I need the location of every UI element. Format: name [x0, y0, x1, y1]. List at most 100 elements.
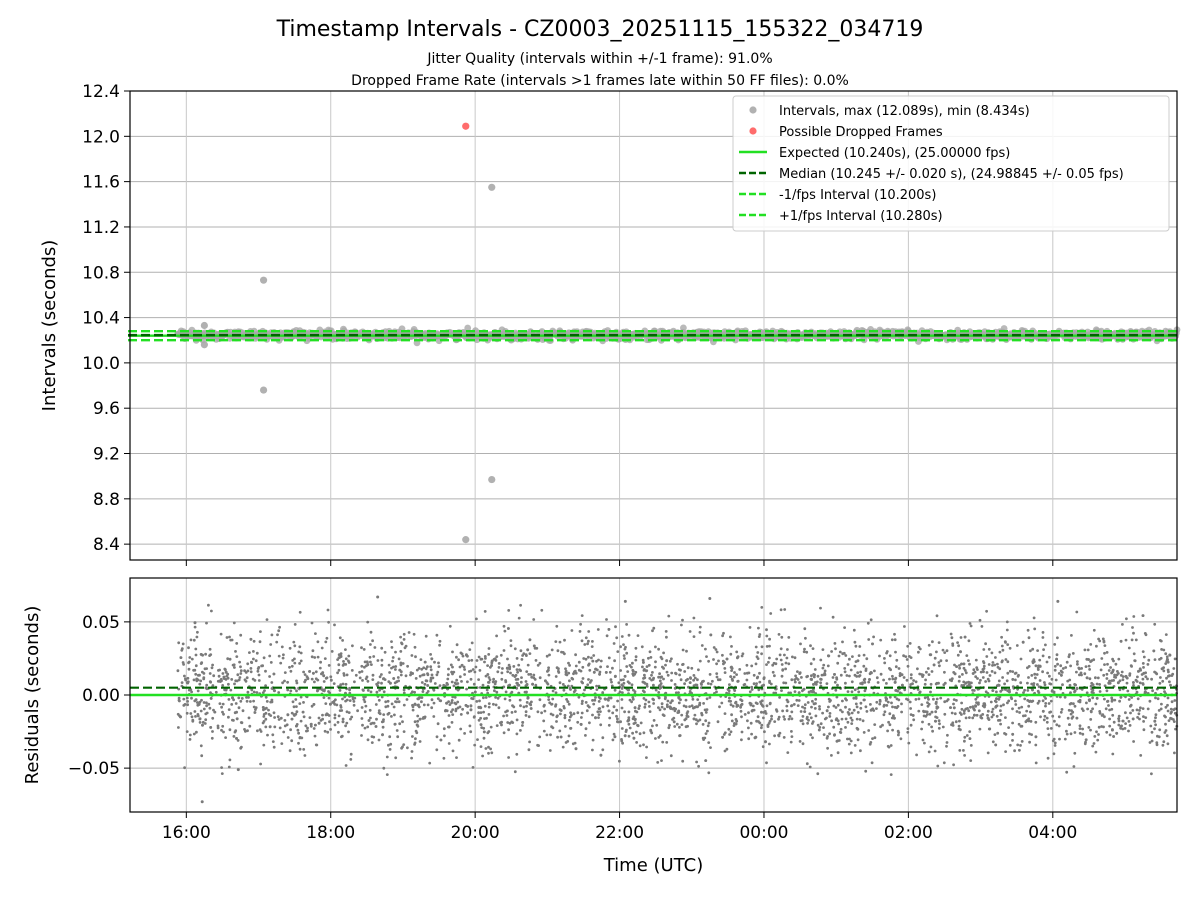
residual-point — [698, 631, 702, 634]
residual-point — [1056, 662, 1059, 666]
residual-point — [348, 691, 352, 695]
outlier-point — [200, 321, 208, 330]
residual-point — [1088, 677, 1092, 681]
residual-point — [865, 657, 869, 661]
residual-point — [305, 729, 308, 733]
residual-point — [1032, 658, 1036, 662]
residual-point — [447, 742, 451, 745]
residual-point — [942, 761, 946, 765]
residual-point — [849, 739, 853, 743]
residual-point — [958, 719, 961, 723]
residual-point — [1168, 653, 1172, 657]
residual-point — [793, 656, 797, 660]
residual-point — [927, 722, 931, 726]
residual-point — [695, 683, 699, 687]
residual-point — [580, 680, 584, 684]
residual-point — [1002, 703, 1005, 707]
residual-point — [850, 711, 854, 715]
residual-point — [770, 717, 773, 721]
residual-point — [221, 672, 225, 675]
residual-point — [394, 756, 398, 760]
residual-point — [1153, 670, 1156, 674]
residual-point — [656, 761, 660, 764]
residual-point — [297, 741, 300, 745]
residual-point — [875, 676, 879, 680]
residual-point — [1111, 713, 1115, 717]
residual-point — [856, 738, 860, 742]
residual-point — [1048, 711, 1051, 714]
residual-point — [615, 636, 619, 640]
residual-point — [596, 710, 600, 714]
residual-point — [1099, 668, 1103, 672]
residual-point — [729, 635, 732, 639]
residual-point — [1102, 673, 1106, 677]
residual-point — [1169, 683, 1172, 687]
residual-point — [798, 681, 801, 685]
residual-point — [469, 704, 473, 708]
residual-point — [269, 643, 273, 646]
residual-point — [477, 655, 481, 659]
residual-point — [327, 696, 331, 700]
residual-point — [729, 699, 732, 703]
residual-point — [893, 632, 896, 636]
residual-point — [417, 667, 421, 670]
residual-point — [469, 677, 473, 681]
residual-point — [675, 722, 679, 726]
residual-point — [988, 674, 992, 677]
residual-point — [517, 616, 521, 620]
residual-point — [584, 657, 588, 661]
residual-point — [1046, 671, 1049, 675]
residual-point — [1038, 658, 1042, 662]
residual-point — [463, 732, 466, 735]
residual-point — [1003, 732, 1006, 735]
residual-point — [542, 719, 546, 723]
residual-point — [1173, 707, 1177, 711]
residual-point — [647, 663, 651, 667]
residual-point — [899, 737, 903, 741]
residual-point — [413, 645, 417, 649]
residual-point — [404, 644, 408, 648]
residual-point — [641, 689, 645, 693]
residual-point — [1094, 750, 1098, 754]
residual-point — [342, 674, 346, 677]
residual-point — [310, 677, 314, 681]
residual-point — [968, 622, 972, 625]
residual-point — [1022, 714, 1025, 718]
residual-point — [380, 673, 383, 676]
residual-point — [397, 700, 401, 704]
residual-point — [428, 761, 432, 765]
residual-point — [399, 650, 403, 653]
residual-point — [514, 678, 518, 681]
residual-point — [418, 740, 422, 743]
residual-point — [207, 603, 210, 607]
residual-point — [310, 621, 314, 625]
residual-point — [740, 730, 744, 734]
residual-point — [1111, 752, 1115, 756]
residual-point — [190, 715, 194, 719]
residual-point — [522, 705, 526, 709]
residual-point — [366, 661, 369, 664]
residual-point — [177, 641, 181, 645]
residual-point — [1164, 662, 1168, 665]
residual-point — [738, 668, 742, 671]
residual-point — [236, 739, 240, 742]
residual-point — [1011, 685, 1015, 688]
residual-point — [962, 680, 966, 684]
residual-point — [657, 675, 660, 679]
residual-point — [607, 723, 611, 727]
residual-point — [435, 633, 439, 637]
residual-point — [1167, 674, 1170, 678]
residual-point — [684, 705, 688, 709]
residual-point — [1053, 741, 1057, 745]
top-y-tick-label: 9.6 — [93, 399, 120, 419]
residual-point — [934, 682, 938, 686]
residual-point — [534, 683, 538, 687]
residual-point — [362, 698, 366, 701]
residual-point — [564, 667, 567, 671]
residual-point — [729, 730, 733, 734]
residual-point — [521, 724, 524, 727]
residual-point — [938, 722, 941, 726]
residual-point — [692, 678, 695, 682]
residual-point — [1105, 672, 1109, 676]
residual-point — [521, 721, 525, 724]
